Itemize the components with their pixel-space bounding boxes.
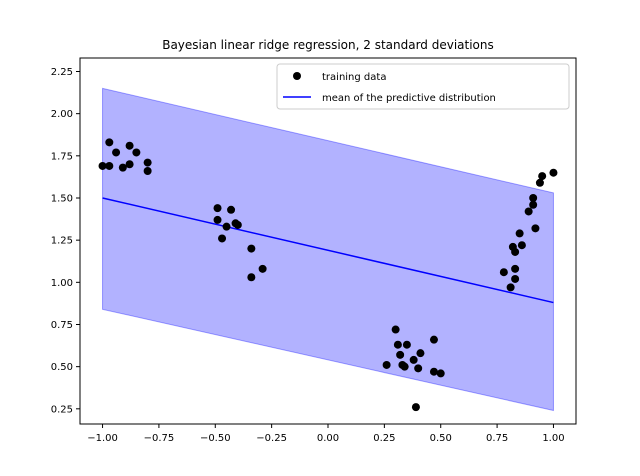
y-tick-label: 1.25	[51, 236, 73, 247]
x-tick-label: 1.00	[542, 433, 564, 444]
y-tick-label: 0.25	[51, 404, 73, 415]
y-tick-label: 1.75	[51, 151, 73, 162]
data-point	[414, 364, 423, 373]
mean-line	[102, 197, 554, 304]
y-tick-label: 2.00	[51, 109, 73, 120]
data-point	[125, 141, 134, 150]
legend-box	[276, 63, 570, 110]
y-tick-label: 0.75	[51, 320, 73, 331]
x-tick-label: −1.00	[87, 433, 118, 444]
data-point	[396, 350, 405, 359]
data-point	[143, 167, 152, 176]
data-point	[416, 349, 425, 358]
data-point	[529, 200, 538, 209]
data-point	[213, 204, 222, 213]
data-point	[511, 247, 520, 256]
data-point	[524, 207, 533, 216]
x-tick-label: 0.00	[317, 433, 339, 444]
data-point	[105, 161, 114, 170]
data-point	[227, 205, 236, 214]
legend-label-mean-line: mean of the predictive distribution	[322, 93, 496, 104]
data-point	[247, 273, 256, 282]
x-tick-label: −0.50	[200, 433, 231, 444]
data-point	[247, 244, 256, 253]
data-point	[132, 148, 141, 157]
data-point	[391, 325, 400, 334]
data-point	[393, 340, 402, 349]
x-tick-label: 0.50	[430, 433, 452, 444]
x-tick-label: −0.25	[256, 433, 287, 444]
legend-marker-training-data	[293, 72, 301, 80]
data-point	[511, 264, 520, 273]
y-tick-label: 2.25	[51, 67, 73, 78]
data-point	[105, 138, 114, 147]
data-point	[98, 161, 107, 170]
data-point	[118, 163, 127, 172]
data-point	[499, 268, 508, 277]
data-point	[429, 367, 438, 376]
legend: training data mean of the predictive dist…	[276, 63, 570, 110]
data-point	[531, 224, 540, 233]
x-tick-label: −0.75	[144, 433, 175, 444]
data-point	[213, 215, 222, 224]
data-point	[515, 229, 524, 238]
data-point	[218, 234, 227, 243]
legend-label-training-data: training data	[322, 72, 386, 83]
mean-line-layer	[102, 197, 554, 304]
training-points-layer	[98, 138, 558, 412]
data-point	[125, 160, 134, 169]
data-point	[409, 355, 418, 364]
data-point	[222, 222, 231, 231]
y-tick-label: 1.00	[51, 278, 73, 289]
data-point	[506, 283, 515, 292]
data-point	[535, 178, 544, 187]
data-point	[529, 193, 538, 202]
y-axis: 0.25 0.50 0.75 1.00 1.25 1.50 1.75 2.00 2.25	[51, 67, 80, 415]
data-point	[517, 241, 526, 250]
data-point	[143, 158, 152, 167]
data-point	[511, 274, 520, 283]
data-point	[382, 360, 391, 369]
y-tick-label: 0.50	[51, 362, 73, 373]
confidence-band	[102, 87, 554, 412]
data-point	[538, 172, 547, 181]
x-axis: −1.00 −0.75 −0.50 −0.25 0.00 0.25 0.50 0.75 1.00	[87, 424, 565, 444]
data-point	[429, 335, 438, 344]
y-tick-label: 1.50	[51, 193, 73, 204]
data-point	[400, 362, 409, 371]
x-tick-label: 0.75	[486, 433, 508, 444]
data-point	[402, 340, 411, 349]
chart-title: Bayesian linear ridge regression, 2 stan…	[162, 38, 494, 52]
data-point	[112, 148, 121, 157]
x-tick-label: 0.25	[373, 433, 395, 444]
data-point	[233, 220, 242, 229]
confidence-band-layer	[102, 87, 554, 412]
data-point	[436, 369, 445, 378]
data-point	[258, 264, 267, 273]
data-point	[549, 168, 558, 177]
data-point	[411, 403, 420, 412]
